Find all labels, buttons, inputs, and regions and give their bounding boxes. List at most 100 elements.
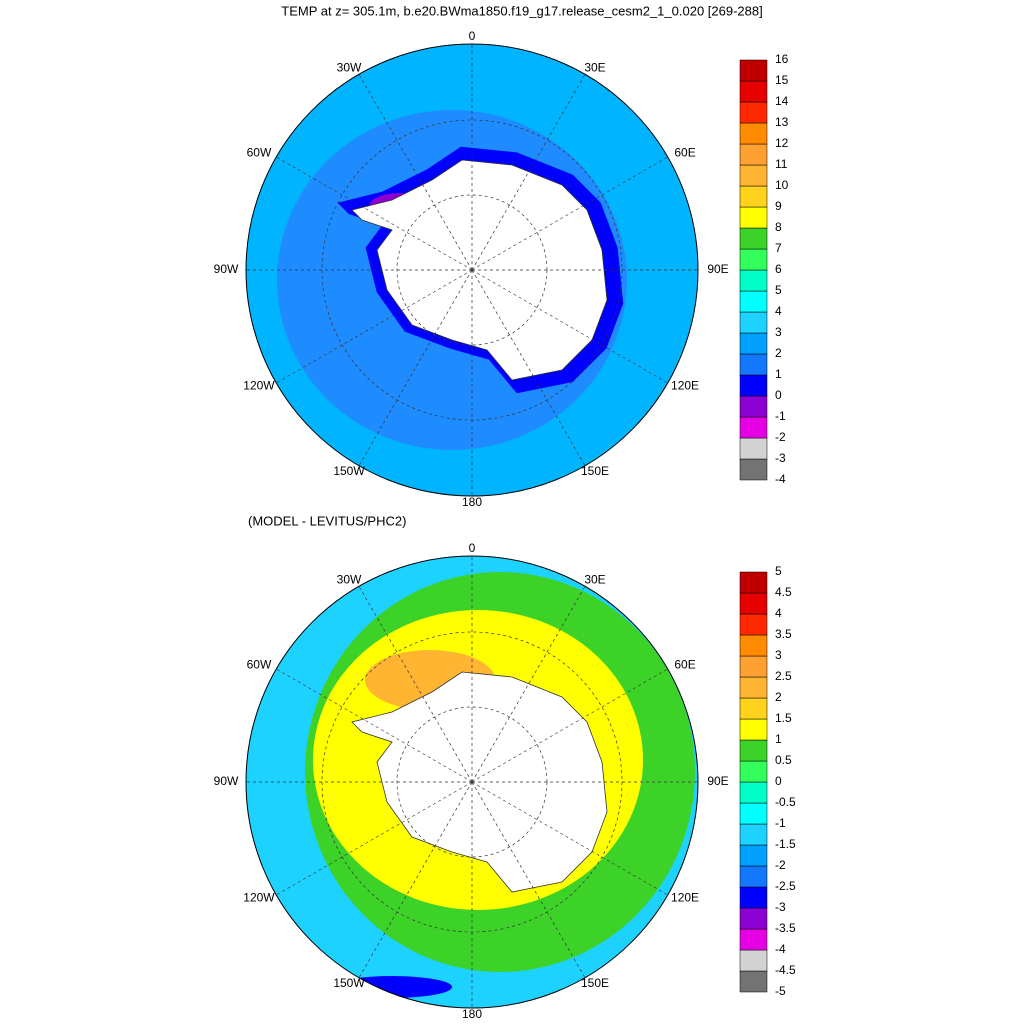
colorbar-label: -1 bbox=[775, 816, 786, 830]
colorbar-label: 12 bbox=[775, 136, 789, 150]
longitude-label: 90E bbox=[707, 262, 728, 276]
longitude-label: 120W bbox=[243, 379, 275, 393]
meridian bbox=[471, 781, 586, 978]
colorbar-box bbox=[739, 634, 768, 657]
longitude-label: 150W bbox=[333, 976, 365, 990]
colorbar-label: -4 bbox=[775, 472, 786, 486]
colorbar-label: -0.5 bbox=[775, 795, 796, 809]
meridian bbox=[471, 781, 668, 896]
colorbar-label: -5 bbox=[775, 984, 786, 998]
colorbar-box bbox=[739, 907, 768, 930]
colorbar-label: 6 bbox=[775, 262, 782, 276]
map-border bbox=[245, 43, 699, 497]
longitude-label: 120E bbox=[671, 379, 699, 393]
longitude-label: 120W bbox=[243, 891, 275, 905]
meridian bbox=[471, 668, 668, 783]
longitude-label: 60E bbox=[674, 658, 695, 672]
colorbar-box bbox=[739, 844, 768, 867]
colorbar-box bbox=[739, 164, 768, 187]
meridian bbox=[276, 668, 473, 783]
colorbar-label: 9 bbox=[775, 199, 782, 213]
colorbar-box bbox=[739, 949, 768, 972]
longitude-label: 30E bbox=[584, 572, 605, 586]
longitude-label: 0 bbox=[469, 29, 476, 43]
longitude-label: 180 bbox=[462, 1007, 482, 1021]
colorbar-box bbox=[739, 928, 768, 951]
colorbar-label: 3 bbox=[775, 648, 782, 662]
meridian bbox=[471, 586, 586, 783]
colorbar-label: -4.5 bbox=[775, 963, 796, 977]
colorbar-box bbox=[739, 248, 768, 271]
meridian bbox=[276, 781, 473, 896]
colorbar-box bbox=[739, 290, 768, 313]
colorbar-label: 7 bbox=[775, 241, 782, 255]
longitude-label: 60W bbox=[247, 146, 272, 160]
longitude-label: 120E bbox=[671, 891, 699, 905]
colorbar-box bbox=[739, 655, 768, 678]
colorbar-label: -2.5 bbox=[775, 879, 796, 893]
meridian bbox=[471, 269, 668, 384]
colorbar-box bbox=[739, 395, 768, 418]
meridian bbox=[358, 269, 473, 466]
colorbar-box bbox=[739, 101, 768, 124]
longitude-label: 30W bbox=[337, 572, 362, 586]
longitude-label: 180 bbox=[462, 495, 482, 509]
colorbar-label: 2 bbox=[775, 346, 782, 360]
colorbar-label: 4 bbox=[775, 606, 782, 620]
colorbar-label: 1 bbox=[775, 367, 782, 381]
colorbar-label: -2 bbox=[775, 858, 786, 872]
subtitle: (MODEL - LEVITUS/PHC2) bbox=[248, 513, 406, 528]
colorbar-box bbox=[739, 823, 768, 846]
colorbar-label: 0 bbox=[775, 388, 782, 402]
colorbar-label: -3 bbox=[775, 451, 786, 465]
colorbar-box bbox=[739, 886, 768, 909]
longitude-label: 150E bbox=[581, 976, 609, 990]
colorbar-box bbox=[739, 185, 768, 208]
meridian bbox=[276, 156, 473, 271]
longitude-label: 90E bbox=[707, 774, 728, 788]
meridian bbox=[358, 586, 473, 783]
colorbar-label: 2.5 bbox=[775, 669, 792, 683]
map-border bbox=[245, 555, 699, 1009]
colorbar-label: 8 bbox=[775, 220, 782, 234]
colorbar-box bbox=[739, 592, 768, 615]
meridian bbox=[471, 156, 668, 271]
longitude-label: 150W bbox=[333, 464, 365, 478]
meridian bbox=[471, 269, 586, 466]
colorbar-label: 1.5 bbox=[775, 711, 792, 725]
colorbar-label: 5 bbox=[775, 564, 782, 578]
longitude-label: 0 bbox=[469, 541, 476, 555]
meridian bbox=[276, 269, 473, 384]
meridian bbox=[471, 74, 586, 271]
colorbar-box bbox=[739, 781, 768, 804]
colorbar-label: 14 bbox=[775, 94, 789, 108]
longitude-label: 30E bbox=[584, 60, 605, 74]
colorbar-box bbox=[739, 227, 768, 250]
colorbar-box bbox=[739, 416, 768, 439]
colorbar-box bbox=[739, 970, 768, 993]
colorbar-box bbox=[739, 332, 768, 355]
colorbar-box bbox=[739, 802, 768, 825]
colorbar-label: -4 bbox=[775, 942, 786, 956]
meridian bbox=[358, 781, 473, 978]
colorbar-box bbox=[739, 760, 768, 783]
colorbar-label: 13 bbox=[775, 115, 789, 129]
longitude-label: 60W bbox=[247, 658, 272, 672]
colorbar-box bbox=[739, 59, 768, 82]
colorbar-label: 15 bbox=[775, 73, 789, 87]
colorbar-box bbox=[739, 718, 768, 741]
colorbar-label: 16 bbox=[775, 52, 789, 66]
colorbar-label: 2 bbox=[775, 690, 782, 704]
colorbar-label: 11 bbox=[775, 157, 788, 171]
colorbar-label: 0 bbox=[775, 774, 782, 788]
colorbar-label: -1 bbox=[775, 409, 786, 423]
colorbar-box bbox=[739, 571, 768, 594]
colorbar-box bbox=[739, 122, 768, 145]
colorbar-label: 3.5 bbox=[775, 627, 792, 641]
colorbar-label: 4 bbox=[775, 304, 782, 318]
colorbar-box bbox=[739, 374, 768, 397]
meridian bbox=[358, 74, 473, 271]
colorbar-label: 4.5 bbox=[775, 585, 792, 599]
colorbar-box bbox=[739, 353, 768, 376]
colorbar-label: 5 bbox=[775, 283, 782, 297]
